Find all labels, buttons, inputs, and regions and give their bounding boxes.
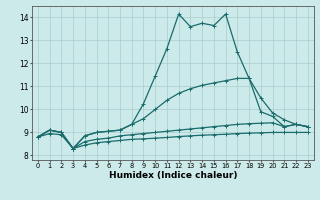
X-axis label: Humidex (Indice chaleur): Humidex (Indice chaleur) <box>108 171 237 180</box>
